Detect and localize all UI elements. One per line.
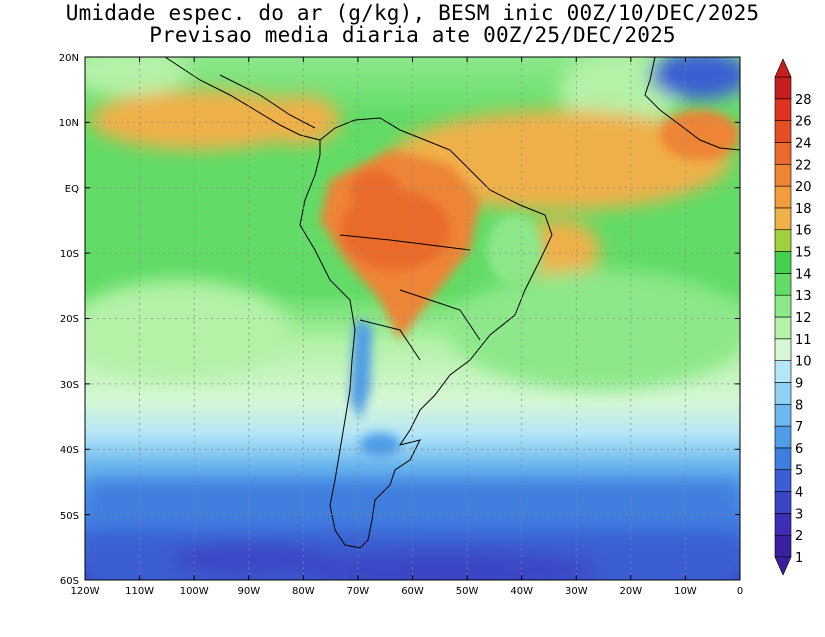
graticule [85, 57, 740, 580]
colorbar-segment [774, 273, 792, 296]
lat-label: EQ [65, 184, 79, 195]
colorbar-label: 10 [795, 355, 812, 370]
map-title-line1: Umidade espec. do ar (g/kg), BESM inic 0… [65, 1, 760, 25]
colorbar-segment [774, 142, 792, 165]
colorbar-segment [774, 294, 792, 318]
colorbar-segment [774, 207, 792, 231]
colorbar-segment [774, 447, 792, 471]
colorbar-label: 24 [795, 136, 812, 151]
axis-ticks [84, 56, 741, 581]
colorbar-segment [774, 316, 792, 340]
latitude-labels: 20N 10N EQ 10S 20S 30S 40S 50S 60S [59, 53, 79, 587]
colorbar-label: 28 [795, 93, 812, 108]
colorbar-label: 3 [795, 507, 803, 522]
lon-label: 20W [619, 586, 642, 597]
colorbar-label: 15 [795, 246, 812, 261]
lon-label: 80W [292, 586, 315, 597]
lon-label: 50W [456, 586, 479, 597]
lat-label: 60S [60, 576, 79, 587]
lat-label: 30S [60, 380, 79, 391]
lon-label: 0 [737, 586, 743, 597]
colorbar-segment [774, 403, 792, 427]
colorbar-segment [774, 98, 792, 121]
colorbar-label: 16 [795, 224, 812, 239]
lat-label: 10S [60, 249, 79, 260]
lon-label: 10W [674, 586, 697, 597]
lon-label: 120W [71, 586, 100, 597]
colorbar-max-arrow [774, 58, 792, 78]
longitude-labels: 120W 110W 100W 90W 80W 70W 60W 50W 40W 3… [71, 586, 744, 597]
colorbar-label: 4 [795, 486, 803, 501]
colorbar-label: 1 [795, 551, 803, 566]
colorbar-segment [774, 534, 792, 558]
colorbar-segment [774, 120, 792, 143]
colorbar-segment [774, 163, 792, 187]
lat-label: 10N [59, 118, 79, 129]
colorbar-label: 8 [795, 398, 803, 413]
colorbar-label: 2 [795, 529, 803, 544]
colorbar-label: 20 [795, 180, 812, 195]
colorbar-label: 9 [795, 376, 803, 391]
colorbar-label: 18 [795, 202, 812, 217]
lat-label: 50S [60, 511, 79, 522]
colorbar-segment [774, 360, 792, 383]
colorbar-segment [774, 469, 792, 492]
colorbar-segment [774, 76, 792, 100]
colorbar-label: 26 [795, 115, 812, 130]
colorbar-label: 12 [795, 311, 812, 326]
lat-label: 40S [60, 445, 79, 456]
map-title-line2: Previsao media diaria ate 00Z/25/DEC/202… [149, 23, 676, 47]
colorbar-segment [774, 251, 792, 274]
colorbar-label: 13 [795, 289, 812, 304]
colorbar-segment [774, 491, 792, 514]
colorbar-label: 7 [795, 420, 803, 435]
coastlines [164, 57, 740, 549]
lon-label: 90W [237, 586, 260, 597]
colorbar-segment [774, 425, 792, 449]
colorbar-segment [774, 185, 792, 209]
colorbar-segment [774, 382, 792, 405]
colorbar-segment [774, 338, 792, 361]
lat-label: 20N [59, 53, 79, 64]
lon-label: 110W [125, 586, 154, 597]
lon-label: 70W [347, 586, 370, 597]
lat-label: 20S [60, 314, 79, 325]
humidity-field [85, 57, 740, 580]
colorbar-min-arrow [774, 556, 792, 576]
colorbar-label: 22 [795, 158, 812, 173]
colorbar-segment [774, 229, 792, 252]
colorbar-label: 14 [795, 267, 812, 282]
lon-label: 40W [510, 586, 533, 597]
lon-label: 30W [565, 586, 588, 597]
lon-label: 60W [401, 586, 424, 597]
lon-label: 100W [180, 586, 209, 597]
colorbar-label: 5 [795, 464, 803, 479]
colorbar-label: 11 [795, 333, 812, 348]
colorbar-segment [774, 513, 792, 536]
colorbar-label: 6 [795, 442, 803, 457]
